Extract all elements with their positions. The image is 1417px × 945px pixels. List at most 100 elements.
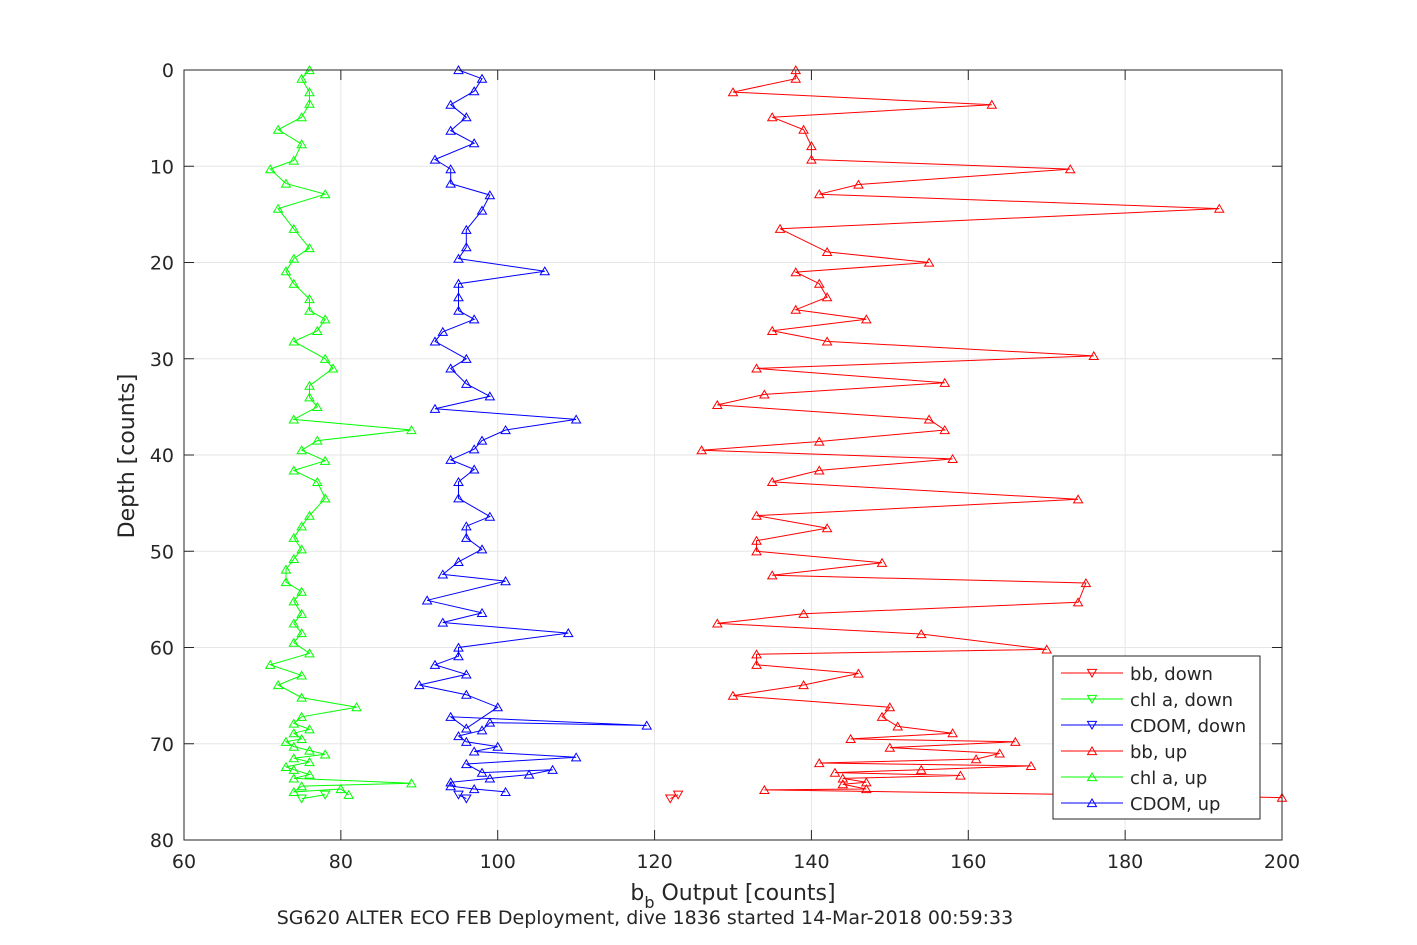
legend-marker-bb-up (1086, 745, 1098, 756)
legend-marker-chl-a-down (1086, 694, 1098, 705)
data-point (460, 689, 472, 699)
data-point (766, 570, 778, 580)
data-point (453, 651, 464, 661)
data-point (429, 154, 441, 164)
data-point (492, 741, 504, 751)
data-point (453, 556, 464, 566)
data-point (351, 702, 362, 712)
data-point (915, 764, 927, 774)
y-tick-label: 20 (150, 253, 174, 275)
data-point (547, 764, 558, 774)
data-point (288, 414, 300, 424)
data-point (884, 702, 896, 712)
y-tick-label: 30 (150, 349, 174, 371)
data-point (460, 521, 472, 531)
legend-label-bb-up: bb, up (1130, 742, 1187, 763)
data-point (460, 669, 472, 679)
data-point (288, 618, 300, 628)
data-point (813, 757, 825, 768)
data-point (1072, 597, 1084, 607)
data-point (453, 493, 464, 503)
data-point (813, 189, 825, 199)
data-point (288, 637, 300, 647)
data-point (751, 659, 762, 669)
data-point (453, 278, 464, 288)
data-point (774, 223, 786, 233)
series-chl-a-up (264, 64, 417, 799)
data-point (460, 224, 472, 234)
data-point (280, 266, 292, 276)
data-point (468, 464, 480, 474)
data-point (915, 628, 927, 639)
y-tick-label: 60 (150, 638, 174, 660)
data-point (296, 608, 308, 618)
data-point (445, 125, 457, 135)
y-tick-label: 10 (150, 156, 174, 178)
data-point (853, 179, 864, 189)
data-point (711, 399, 723, 410)
data-point (413, 680, 425, 690)
data-point (460, 532, 472, 542)
data-point (453, 476, 464, 487)
data-point (947, 453, 958, 463)
data-point (476, 73, 488, 83)
data-point (641, 720, 653, 730)
data-point (288, 764, 300, 774)
data-point (288, 465, 300, 475)
data-point (758, 389, 770, 399)
data-point (296, 733, 308, 744)
data-point (296, 692, 308, 702)
series-bb-up (696, 64, 1288, 802)
data-point (445, 178, 457, 188)
data-point (311, 435, 323, 445)
data-point (821, 292, 833, 302)
data-point (437, 617, 449, 627)
legend-marker-cdom-up (1086, 797, 1098, 808)
y-tick-label: 70 (150, 734, 174, 756)
data-point (837, 779, 849, 789)
data-point (296, 544, 308, 554)
data-point (296, 445, 308, 455)
legend-marker-chl-a-up (1086, 771, 1098, 782)
data-point (860, 314, 872, 324)
x-tick-label: 160 (950, 851, 986, 873)
data-point (696, 445, 708, 455)
data-point (304, 243, 315, 253)
x-tick-label: 180 (1107, 851, 1143, 873)
data-point (806, 141, 817, 151)
data-point (304, 724, 315, 734)
data-point (327, 363, 339, 373)
data-point (790, 267, 802, 277)
data-point (758, 784, 770, 795)
data-point (751, 649, 762, 659)
data-point (672, 790, 684, 800)
data-point (445, 99, 457, 109)
x-tick-label: 140 (793, 851, 829, 873)
legend-marker-cdom-down (1086, 720, 1098, 731)
data-point (821, 336, 833, 346)
data-point (319, 455, 331, 465)
data-point (970, 754, 982, 764)
data-point (406, 778, 417, 788)
data-point (288, 155, 300, 165)
data-point (460, 242, 472, 252)
series-bb-down (664, 790, 684, 804)
data-point (288, 223, 300, 233)
data-point (484, 391, 496, 401)
series-line-chl-a-down (301, 794, 326, 800)
legend: bb, down chl a, down CDOM, down bb, up chl a… (1052, 655, 1261, 820)
data-point (751, 546, 762, 556)
data-point (288, 786, 300, 796)
data-point (445, 363, 457, 373)
x-tick-label: 200 (1264, 851, 1300, 873)
data-point (1088, 350, 1100, 360)
data-point (484, 773, 496, 783)
data-point (860, 777, 872, 787)
data-point (437, 326, 449, 336)
data-point (986, 99, 998, 109)
data-point (829, 767, 841, 777)
data-point (500, 786, 511, 796)
data-point (923, 414, 935, 424)
